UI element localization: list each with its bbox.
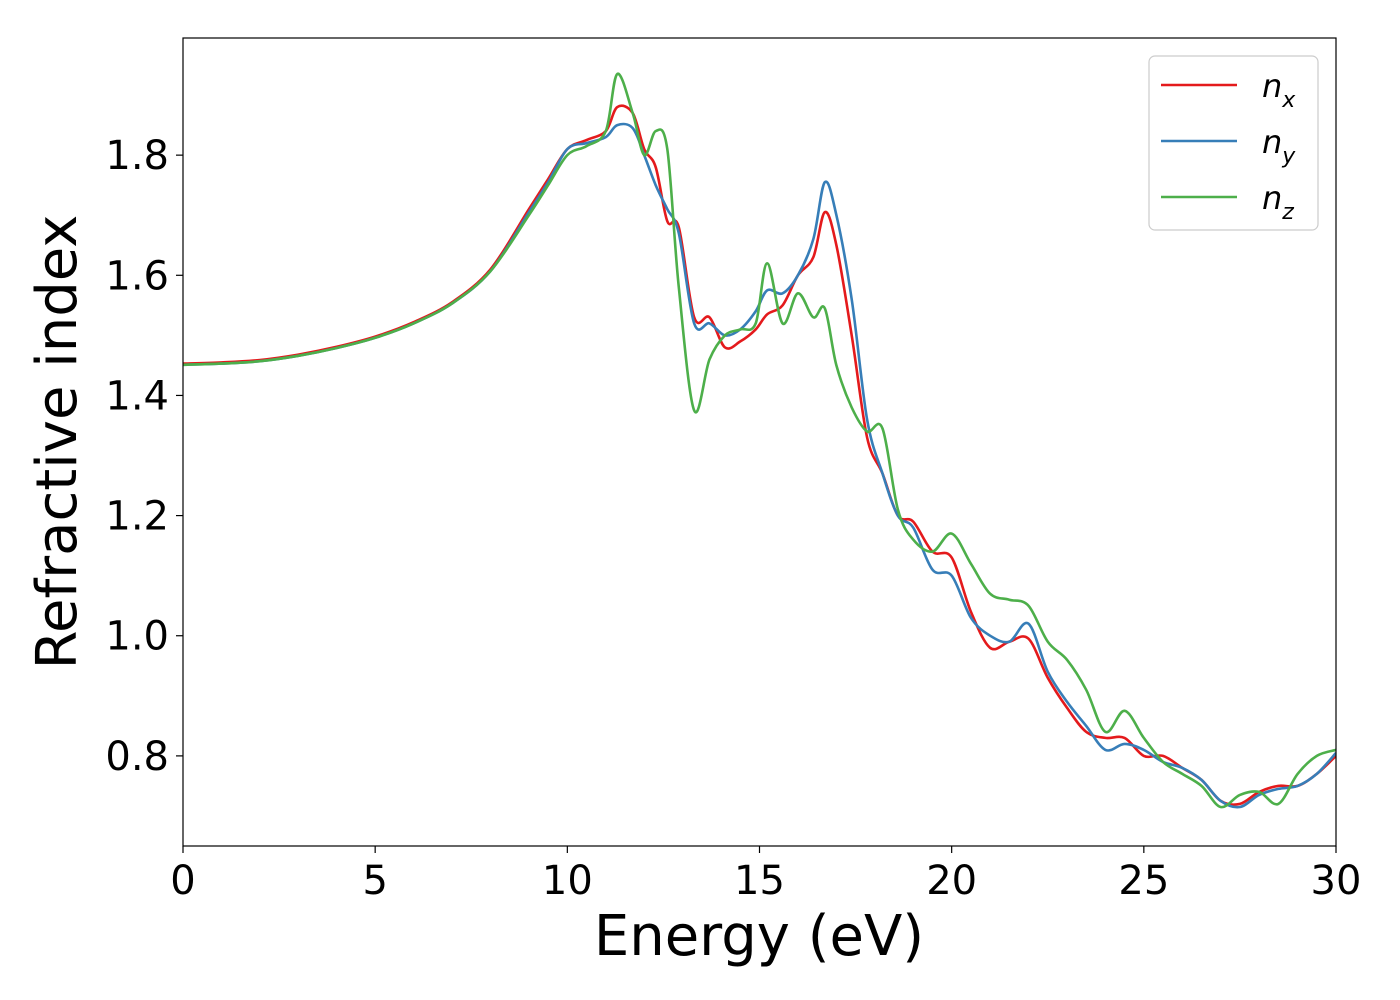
legend-label-n-y: ny xyxy=(1262,123,1296,169)
legend-label-subscript: y xyxy=(1281,144,1296,169)
legend-label-main: n xyxy=(1262,67,1282,105)
series-line-n-z xyxy=(183,72,1336,809)
legend-label-main: n xyxy=(1262,123,1282,161)
legend-label-n-x: nx xyxy=(1262,67,1296,113)
y-tick-label: 0.8 xyxy=(105,734,169,780)
axis-ticks: 0 5 10 15 20 25 30 0.8 1.0 1.2 1.4 1.6 1.8 xyxy=(105,133,1361,904)
x-tick-label: 20 xyxy=(926,858,977,904)
x-tick-label: 0 xyxy=(170,858,195,904)
legend-label-n-z: nz xyxy=(1262,179,1294,225)
x-tick-label: 5 xyxy=(362,858,387,904)
y-axis-title: Refractive index xyxy=(25,215,90,670)
series-line-n-y xyxy=(183,122,1336,809)
legend-label-subscript: x xyxy=(1281,88,1296,113)
series-lines xyxy=(183,72,1336,809)
x-tick-label: 10 xyxy=(542,858,593,904)
x-tick-label: 25 xyxy=(1118,858,1169,904)
y-tick-label: 1.2 xyxy=(105,494,169,540)
x-axis-title: Energy (eV) xyxy=(594,904,924,969)
plot-frame xyxy=(182,37,1337,847)
y-tick-label: 1.8 xyxy=(105,133,169,179)
y-tick-label: 1.4 xyxy=(105,373,169,419)
legend-box xyxy=(1148,55,1319,231)
legend-label-main: n xyxy=(1262,179,1282,217)
y-tick-label: 1.0 xyxy=(105,614,169,660)
y-tick-label: 1.6 xyxy=(105,253,169,299)
series-line-n-x xyxy=(183,104,1336,806)
x-tick-label: 15 xyxy=(734,858,785,904)
legend-label-subscript: z xyxy=(1281,200,1294,225)
x-tick-label: 30 xyxy=(1311,858,1362,904)
